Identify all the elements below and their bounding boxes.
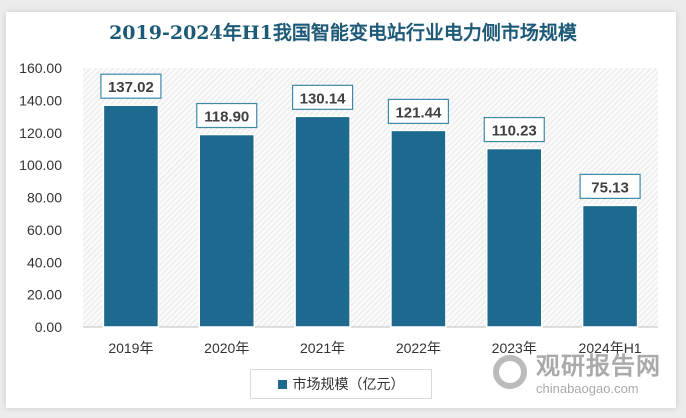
bar [198, 133, 255, 328]
bar [294, 115, 351, 328]
data-label: 118.90 [204, 109, 249, 126]
data-label-box [291, 84, 354, 110]
y-tick-label: 40.00 [27, 254, 62, 270]
data-label-box [196, 102, 258, 129]
y-tick-label: 120.00 [19, 125, 62, 141]
x-tick-label: 2023年 [492, 340, 537, 356]
watermark-logo: 观研报告网 chinabaogao.com [488, 346, 661, 396]
watermark-swirl-icon [493, 355, 527, 389]
data-label: 110.23 [492, 123, 537, 140]
data-label: 121.44 [395, 104, 442, 121]
chart-title: 2019-2024年H1我国智能变电站行业电力侧市场规模 [109, 22, 577, 44]
legend-swatch [277, 379, 287, 389]
legend-label: 市场规模（亿元） [292, 376, 405, 392]
data-label-box [579, 173, 641, 199]
watermark-name: 观研报告网 [536, 353, 661, 380]
plot-area [83, 68, 658, 327]
data-label: 130.14 [300, 90, 347, 107]
y-tick-label: 80.00 [27, 190, 62, 206]
x-tick-label: 2024年H1 [579, 340, 642, 356]
x-tick-label: 2022年 [396, 340, 441, 356]
x-tick-label: 2019年 [108, 340, 153, 356]
bar [486, 147, 543, 328]
data-label-box [387, 98, 450, 125]
y-tick-label: 140.00 [19, 92, 62, 108]
y-tick-label: 160.00 [19, 60, 62, 76]
y-tick-label: 20.00 [27, 287, 62, 303]
x-tick-label: 2020年 [204, 340, 249, 356]
y-tick-label: 0.00 [35, 319, 62, 335]
bar [581, 204, 639, 328]
watermark-url: chinabaogao.com [536, 381, 639, 396]
data-label-box [483, 116, 545, 143]
y-tick-label: 100.00 [19, 157, 62, 173]
y-tick-label: 60.00 [27, 222, 62, 238]
x-tick-label: 2021年 [300, 340, 345, 356]
data-label: 75.13 [591, 179, 629, 196]
data-label: 137.02 [108, 79, 154, 96]
bar [102, 104, 160, 328]
data-label-box [100, 73, 162, 99]
bar [390, 129, 447, 328]
legend: 市场规模（亿元） [250, 369, 432, 399]
